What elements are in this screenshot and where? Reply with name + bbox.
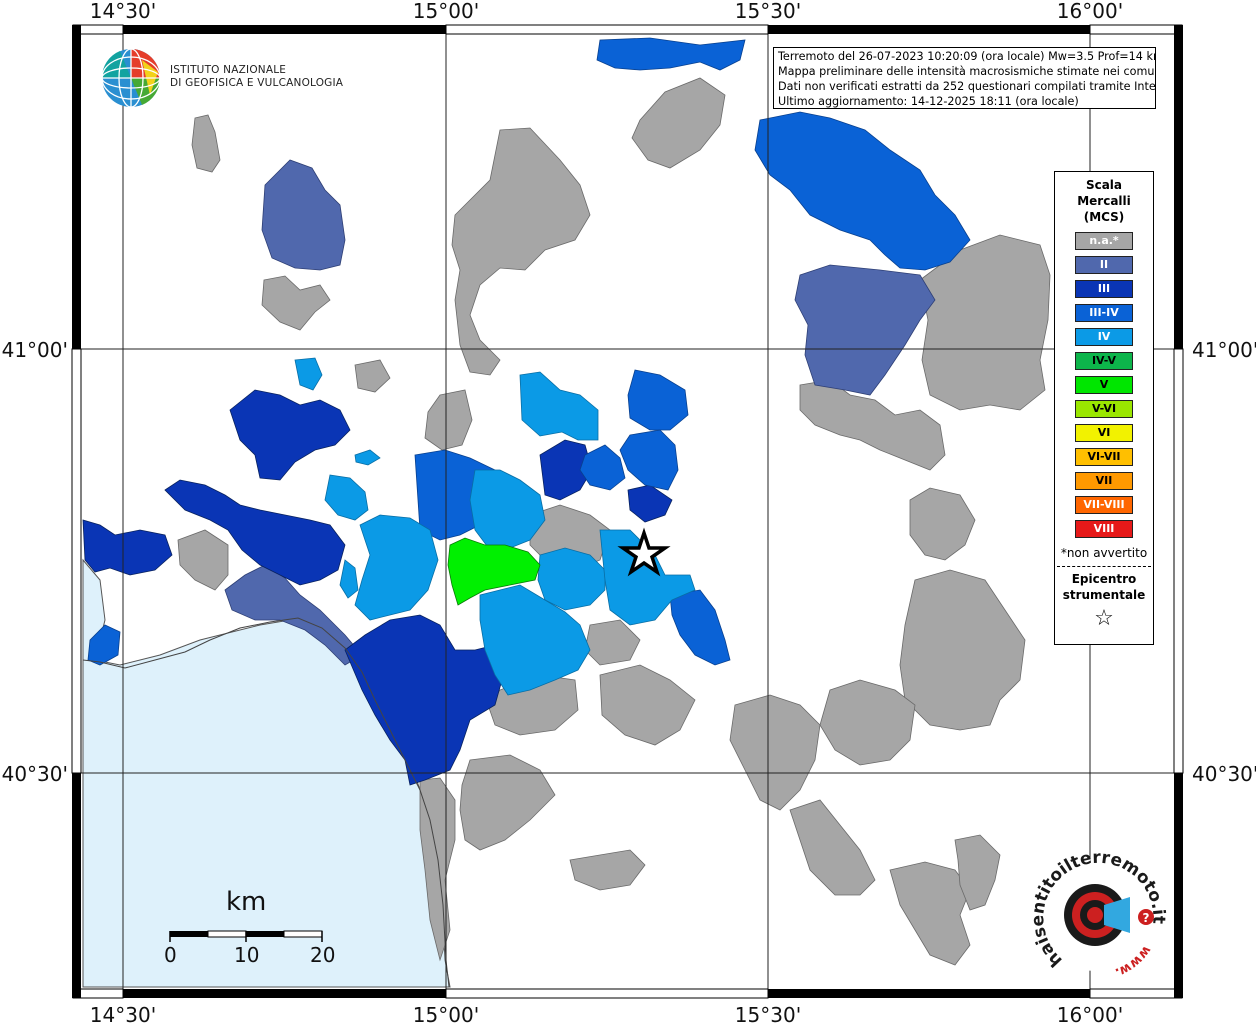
legend-title: Scala Mercalli (MCS) (1055, 177, 1153, 225)
info-line-3: Dati non verificati estratti da 252 ques… (778, 80, 1156, 93)
legend-item-v-vi: V-VI (1075, 400, 1133, 418)
frame-border-top (72, 24, 1183, 35)
legend-title-line-3: (MCS) (1083, 210, 1125, 224)
legend-item-vii: VII (1075, 472, 1133, 490)
info-line-2: Mappa preliminare delle intensità macros… (778, 65, 1156, 78)
legend-items: n.a.* II III III-IV IV IV-V V V-VI VI VI… (1055, 232, 1153, 538)
tick-bottom-3: 15°30' (735, 1003, 801, 1024)
frame-border-left (71, 25, 82, 998)
frame-border-bottom (72, 988, 1183, 999)
legend-item-v: V (1075, 376, 1133, 394)
legend-item-ii: II (1075, 256, 1133, 274)
legend-title-line-1: Scala (1085, 178, 1123, 192)
legend-item-iii: III (1075, 280, 1133, 298)
ingv-logo-text: ISTITUTO NAZIONALE DI GEOFISICA E VULCAN… (170, 64, 343, 90)
legend-epicenter: Epicentro strumentale (1055, 571, 1153, 603)
logo-line-2: DI GEOFISICA E VULCANOLOGIA (170, 77, 344, 89)
legend-item-viii: VIII (1075, 520, 1133, 538)
info-line-4: Ultimo aggiornamento: 14-12-2025 18:11 (… (778, 95, 1079, 108)
legend-separator (1057, 566, 1151, 567)
legend-epicenter-line-2: strumentale (1062, 588, 1146, 602)
tick-bottom-2: 15°00' (413, 1003, 479, 1024)
tick-left-1: 41°00' (2, 338, 68, 362)
region-not-felt (177, 77, 1051, 966)
ingv-logo-icon (101, 48, 161, 108)
logo-line-1: ISTITUTO NAZIONALE (170, 64, 287, 76)
legend-epicenter-line-1: Epicentro (1071, 572, 1137, 586)
legend-note: *non avvertito (1060, 546, 1148, 560)
svg-text:?: ? (1143, 911, 1150, 925)
legend-item-vi-vii: VI-VII (1075, 448, 1133, 466)
tick-right-2: 40°30' (1192, 762, 1256, 786)
haisentito-badge: ? haisentitoilterremoto.it www. (1028, 848, 1168, 980)
scale-title: km (226, 887, 267, 917)
epicenter-star-icon (617, 527, 671, 577)
legend-item-vi: VI (1075, 424, 1133, 442)
tick-left-2: 40°30' (2, 762, 68, 786)
frame-border-right (1173, 25, 1184, 998)
region-intensity-iv (294, 357, 696, 696)
scale-label-20: 20 (310, 943, 336, 967)
scale-bar (169, 930, 323, 942)
mcs-legend: Scala Mercalli (MCS) n.a.* II III III-IV… (1054, 171, 1154, 645)
region-intensity-ii (224, 159, 936, 666)
legend-item-iv: IV (1075, 328, 1133, 346)
legend-title-line-2: Mercalli (1077, 194, 1131, 208)
tick-top-1: 14°30' (90, 0, 156, 23)
tick-bottom-4: 16°00' (1057, 1003, 1123, 1024)
legend-item-iv-v: IV-V (1075, 352, 1133, 370)
tick-right-1: 41°00' (1192, 338, 1256, 362)
legend-item-iii-iv: III-IV (1075, 304, 1133, 322)
coastline (82, 617, 450, 988)
region-intensity-iii (82, 389, 673, 786)
legend-item-na: n.a.* (1075, 232, 1133, 250)
legend-item-vii-viii: VII-VIII (1075, 496, 1133, 514)
tick-top-4: 16°00' (1057, 0, 1123, 23)
event-info-box: Terremoto del 26-07-2023 10:20:09 (ora l… (773, 47, 1156, 109)
scale-label-0: 0 (164, 943, 177, 967)
legend-star-icon: ☆ (1094, 606, 1114, 631)
tick-top-2: 15°00' (413, 0, 479, 23)
tick-bottom-1: 14°30' (90, 1003, 156, 1024)
region-intensity-v (447, 537, 541, 606)
scale-label-10: 10 (234, 943, 260, 967)
info-line-1: Terremoto del 26-07-2023 10:20:09 (ora l… (778, 50, 1156, 63)
tick-top-3: 15°30' (735, 0, 801, 23)
